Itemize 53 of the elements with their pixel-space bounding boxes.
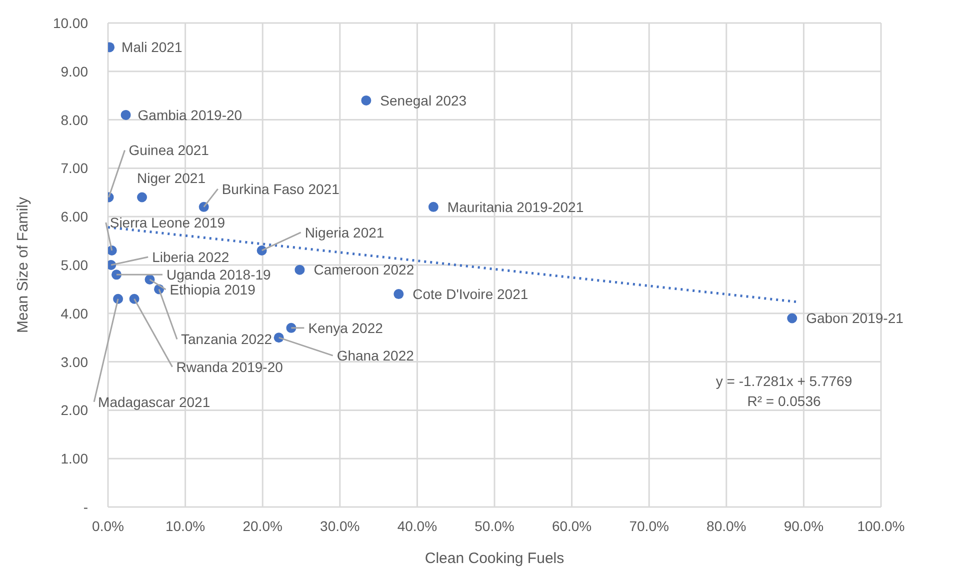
point bbox=[361, 95, 372, 106]
x-tick-label: 0.0% bbox=[92, 518, 124, 534]
point bbox=[294, 264, 305, 275]
annotation: Senegal 2023 bbox=[380, 92, 467, 108]
annotation: Mauritania 2019-2021 bbox=[447, 198, 584, 215]
y-axis-title: Mean Size of Family bbox=[14, 196, 32, 333]
annotation: Gambia 2019-20 bbox=[138, 106, 242, 123]
annotation: Uganda 2018-19 bbox=[166, 266, 272, 283]
x-axis-title: Clean Cooking Fuels bbox=[424, 550, 564, 567]
point bbox=[394, 289, 404, 300]
point bbox=[428, 202, 438, 212]
x-tick-label: 80.0% bbox=[706, 518, 746, 534]
x-tick-label: 40.0% bbox=[397, 518, 438, 534]
y-tick-label: 9.00 bbox=[60, 63, 88, 80]
y-tick-label: 4.00 bbox=[60, 305, 88, 322]
annotation: Guinea 2021 bbox=[128, 142, 210, 158]
y-tick-label: 1.00 bbox=[60, 450, 88, 467]
annotation: Ethiopia 2019 bbox=[170, 281, 256, 298]
annotation: Kenya 2022 bbox=[308, 320, 384, 336]
y-tick-label: 6.00 bbox=[60, 208, 88, 225]
annotation: Sierra Leone 2019 bbox=[110, 214, 226, 230]
x-tick-label: 50.0% bbox=[474, 518, 514, 534]
y-tick-label: 7.00 bbox=[60, 160, 88, 176]
y-tick-label: 2.00 bbox=[60, 402, 88, 418]
point bbox=[137, 192, 148, 202]
annotation: y = -1.7281x + 5.7769 bbox=[714, 373, 854, 389]
annotation: Tanzania 2022 bbox=[181, 331, 272, 348]
annotation: Cote D'Ivoire 2021 bbox=[412, 286, 528, 302]
annotation: Niger 2021 bbox=[137, 170, 206, 186]
x-tick-label: 100.0% bbox=[857, 518, 905, 534]
annotation: Rwanda 2019-20 bbox=[176, 358, 284, 375]
annotation: Ghana 2022 bbox=[336, 348, 414, 364]
point bbox=[120, 110, 131, 120]
annotation: Mali 2021 bbox=[122, 39, 182, 56]
point bbox=[787, 313, 798, 324]
annotation: R² = 0.0536 bbox=[746, 393, 822, 409]
annotation: Liberia 2022 bbox=[152, 248, 230, 265]
x-tick-label: 10.0% bbox=[165, 518, 206, 534]
x-tick-label: 20.0% bbox=[242, 518, 282, 534]
annotation: Cameroon 2022 bbox=[314, 262, 414, 278]
annotation: Madagascar 2021 bbox=[98, 394, 210, 410]
annotation: Burkina Faso 2021 bbox=[222, 180, 340, 197]
y-tick-label: 3.00 bbox=[60, 354, 88, 370]
y-tick-label: 10.00 bbox=[52, 14, 88, 31]
y-tick-label: - bbox=[83, 498, 88, 515]
annotation: Nigeria 2021 bbox=[304, 224, 384, 240]
x-tick-label: 60.0% bbox=[552, 518, 592, 534]
y-tick-label: 5.00 bbox=[60, 256, 88, 273]
x-tick-label: 90.0% bbox=[784, 518, 824, 534]
y-tick-label: 8.00 bbox=[60, 112, 88, 128]
x-tick-label: 70.0% bbox=[629, 518, 669, 534]
annotation: Gabon 2019-21 bbox=[806, 310, 904, 326]
x-tick-label: 30.0% bbox=[320, 518, 360, 534]
